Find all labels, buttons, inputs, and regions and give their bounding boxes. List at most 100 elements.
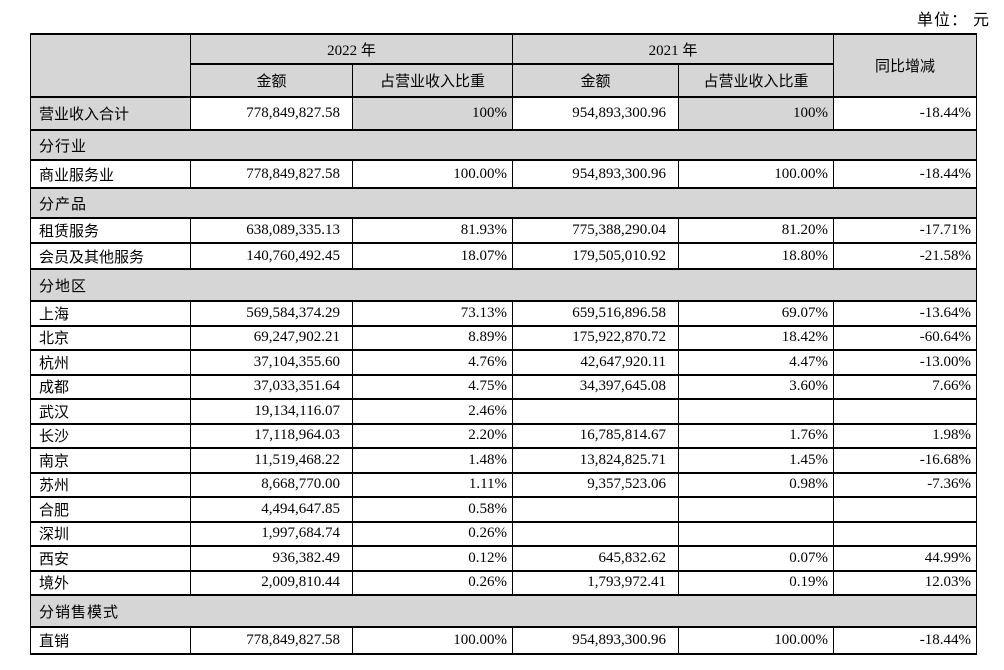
ratio-2022: 1.11% <box>351 471 514 498</box>
amount-2021: 179,505,010.92 <box>512 242 680 270</box>
ratio-2022: 1.48% <box>351 447 514 474</box>
ratio-2021: 69.07% <box>678 300 835 327</box>
ratio-2022: 100.00% <box>351 159 514 189</box>
ratio-2021: 0.98% <box>678 471 835 498</box>
amount-2022-header: 金额 <box>190 63 353 98</box>
yoy-change: -17.71% <box>833 217 978 244</box>
yoy-change: -18.44% <box>833 96 978 131</box>
amount-2022: 17,118,964.03 <box>190 422 353 449</box>
ratio-2022: 0.58% <box>351 496 514 523</box>
revenue-breakdown-table: 2022 年 2021 年 同比增减 金额 占营业收入比重 金额 占营业收入比重… <box>29 33 978 655</box>
table-row: 杭州 37,104,355.60 4.76% 42,647,920.11 4.4… <box>30 349 978 376</box>
amount-2021: 645,832.62 <box>512 545 680 572</box>
table-row: 成都 37,033,351.64 4.75% 34,397,645.08 3.6… <box>30 373 978 400</box>
amount-2022: 2,009,810.44 <box>190 569 353 596</box>
ratio-2022: 18.07% <box>351 242 514 270</box>
yoy-change: -13.64% <box>833 300 978 327</box>
row-label: 直销 <box>30 626 191 655</box>
table-row: 深圳 1,997,684.74 0.26% <box>30 520 978 547</box>
table-body: 营业收入合计 778,849,827.58 100% 954,893,300.9… <box>29 96 978 655</box>
table-row: 西安 936,382.49 0.12% 645,832.62 0.07% 44.… <box>30 545 978 572</box>
amount-2021: 42,647,920.11 <box>512 349 680 376</box>
table-row: 会员及其他服务 140,760,492.45 18.07% 179,505,01… <box>30 242 978 270</box>
ratio-2022: 4.75% <box>351 373 514 400</box>
table-row: 长沙 17,118,964.03 2.20% 16,785,814.67 1.7… <box>30 422 978 449</box>
yoy-change <box>833 520 978 547</box>
yoy-change: -7.36% <box>833 471 978 498</box>
row-label: 杭州 <box>30 349 191 376</box>
ratio-2022: 0.12% <box>351 545 514 572</box>
ratio-2022: 100% <box>351 96 514 131</box>
table-row-total: 营业收入合计 778,849,827.58 100% 954,893,300.9… <box>30 96 978 131</box>
ratio-2021: 81.20% <box>678 217 835 244</box>
amount-2021: 659,516,896.58 <box>512 300 680 327</box>
row-label: 租赁服务 <box>30 217 191 244</box>
amount-2022: 778,849,827.58 <box>190 626 353 655</box>
ratio-2021: 1.76% <box>678 422 835 449</box>
yoy-change: 44.99% <box>833 545 978 572</box>
table-row: 商业服务业 778,849,827.58 100.00% 954,893,300… <box>30 159 978 189</box>
ratio-2021 <box>678 496 835 523</box>
amount-2022: 37,104,355.60 <box>190 349 353 376</box>
table-row: 境外 2,009,810.44 0.26% 1,793,972.41 0.19%… <box>30 569 978 596</box>
ratio-2022: 2.46% <box>351 398 514 425</box>
amount-2022: 936,382.49 <box>190 545 353 572</box>
amount-2021: 9,357,523.06 <box>512 471 680 498</box>
ratio-2022: 0.26% <box>351 569 514 596</box>
section-row: 分地区 <box>29 268 978 302</box>
ratio-2022-header: 占营业收入比重 <box>351 63 514 98</box>
row-label: 武汉 <box>30 398 191 425</box>
table-row: 合肥 4,494,647.85 0.58% <box>30 496 978 523</box>
year-2022-header: 2022 年 <box>189 33 514 65</box>
yoy-change: -13.00% <box>833 349 978 376</box>
yoy-change: -18.44% <box>833 626 978 655</box>
section-row: 分行业 <box>29 129 978 161</box>
section-row: 分产品 <box>29 187 978 219</box>
yoy-change <box>833 398 978 425</box>
row-label: 西安 <box>30 545 191 572</box>
ratio-2021: 100% <box>678 96 835 131</box>
corner-cell <box>30 33 191 98</box>
row-label: 境外 <box>30 569 191 596</box>
ratio-2022: 8.89% <box>351 324 514 351</box>
row-label: 南京 <box>30 447 191 474</box>
row-label: 合肥 <box>30 496 191 523</box>
row-label: 深圳 <box>30 520 191 547</box>
ratio-2022: 81.93% <box>351 217 514 244</box>
table-row: 武汉 19,134,116.07 2.46% <box>30 398 978 425</box>
ratio-2021: 100.00% <box>678 626 835 655</box>
ratio-2021: 18.42% <box>678 324 835 351</box>
row-label: 上海 <box>30 300 191 327</box>
section-label: 分销售模式 <box>29 594 978 628</box>
yoy-header: 同比增减 <box>833 33 978 98</box>
amount-2021: 954,893,300.96 <box>512 96 680 131</box>
amount-2021 <box>512 398 680 425</box>
yoy-change: -16.68% <box>833 447 978 474</box>
yoy-change: -21.58% <box>833 242 978 270</box>
amount-2021: 954,893,300.96 <box>512 626 680 655</box>
row-label: 商业服务业 <box>30 159 191 189</box>
yoy-change <box>833 496 978 523</box>
ratio-2021: 3.60% <box>678 373 835 400</box>
table-row: 苏州 8,668,770.00 1.11% 9,357,523.06 0.98%… <box>30 471 978 498</box>
amount-2022: 638,089,335.13 <box>190 217 353 244</box>
ratio-2021: 0.07% <box>678 545 835 572</box>
section-label: 分地区 <box>29 268 978 302</box>
ratio-2022: 2.20% <box>351 422 514 449</box>
unit-label: 单位： 元 <box>916 12 990 29</box>
amount-2021: 1,793,972.41 <box>512 569 680 596</box>
amount-2021: 16,785,814.67 <box>512 422 680 449</box>
amount-2022: 1,997,684.74 <box>190 520 353 547</box>
amount-2022: 11,519,468.22 <box>190 447 353 474</box>
amount-2022: 19,134,116.07 <box>190 398 353 425</box>
yoy-change: -60.64% <box>833 324 978 351</box>
amount-2022: 69,247,902.21 <box>190 324 353 351</box>
amount-2022: 778,849,827.58 <box>190 159 353 189</box>
table-row: 上海 569,584,374.29 73.13% 659,516,896.58 … <box>30 300 978 327</box>
row-label: 苏州 <box>30 471 191 498</box>
table-header: 2022 年 2021 年 同比增减 金额 占营业收入比重 金额 占营业收入比重 <box>30 33 978 98</box>
ratio-2022: 73.13% <box>351 300 514 327</box>
ratio-2021: 18.80% <box>678 242 835 270</box>
amount-2022: 140,760,492.45 <box>190 242 353 270</box>
row-label: 北京 <box>30 324 191 351</box>
